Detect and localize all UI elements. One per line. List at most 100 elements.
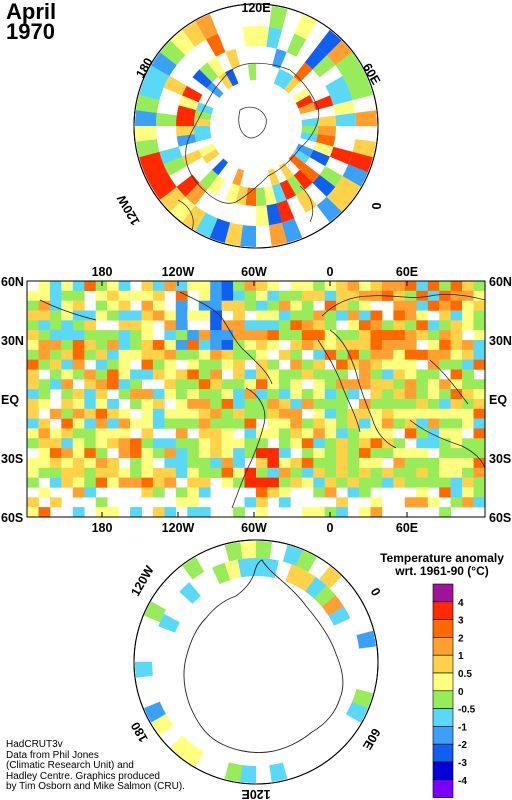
global-cell: [164, 438, 177, 449]
global-cell: [301, 320, 314, 331]
global-cell: [95, 281, 108, 292]
global-cell: [381, 379, 394, 390]
global-cell: [381, 399, 394, 410]
global-cell: [152, 507, 165, 518]
north-cell: [192, 69, 213, 89]
global-cell: [359, 487, 371, 498]
global-cell: [313, 330, 326, 341]
global-cell: [267, 389, 280, 400]
global-cell: [187, 438, 200, 449]
south-cell: [346, 701, 368, 723]
global-cell: [450, 448, 463, 459]
global-cell: [267, 300, 280, 311]
global-cell: [61, 320, 74, 331]
north-cell: [286, 33, 307, 57]
north-cell: [207, 175, 225, 196]
global-cell: [416, 320, 429, 331]
global-cell: [118, 408, 131, 419]
global-cell: [107, 477, 119, 488]
global-cell: [49, 369, 62, 380]
global-cell: [393, 457, 406, 468]
global-cell: [256, 438, 268, 449]
x-label-top-60e: 60E: [396, 265, 418, 279]
global-cell: [72, 438, 85, 449]
north-cell: [304, 46, 327, 70]
global-cell: [278, 369, 291, 380]
global-cell: [221, 290, 234, 301]
north-cell: [195, 14, 218, 40]
global-cell: [324, 369, 337, 380]
global-cell: [267, 340, 280, 351]
global-cell: [359, 438, 371, 449]
global-cell: [61, 340, 74, 351]
north-cell: [299, 163, 320, 183]
global-cell: [175, 281, 188, 292]
north-cell: [207, 56, 226, 77]
global-cell: [336, 340, 348, 351]
north-cell: [176, 174, 200, 197]
global-cell: [210, 290, 222, 301]
global-cell: [256, 477, 268, 488]
global-cell: [370, 389, 383, 400]
global-cell: [152, 281, 165, 292]
y-label-left-60n: 60N: [1, 275, 24, 289]
global-cell: [290, 418, 303, 429]
global-cell: [370, 399, 383, 410]
global-cell: [301, 369, 314, 380]
global-cell: [187, 349, 200, 360]
global-cell: [221, 320, 234, 331]
global-cell: [141, 477, 154, 488]
legend-swatch: [432, 672, 454, 692]
global-cell: [72, 399, 85, 410]
global-cell: [278, 467, 291, 478]
north-cell: [329, 87, 353, 106]
global-cell: [164, 389, 177, 400]
global-cell: [72, 428, 85, 439]
global-cell: [175, 379, 188, 390]
north-cell: [355, 110, 378, 127]
south-cell: [224, 559, 242, 580]
global-cell: [49, 448, 62, 459]
global-cell: [290, 320, 303, 331]
global-cell: [359, 349, 371, 360]
north-cell: [281, 218, 303, 243]
global-cell: [187, 448, 200, 459]
global-cell: [336, 349, 348, 360]
global-cell: [107, 418, 119, 429]
global-cell: [256, 379, 268, 390]
global-cell: [187, 418, 200, 429]
north-cell: [232, 168, 245, 186]
global-cell: [404, 408, 417, 419]
legend-tick-labels: 4 3 2 1 0.5 0 -0.5 -1 -2 -3 -4: [458, 598, 476, 787]
global-cell: [439, 310, 451, 321]
global-cell: [359, 507, 371, 518]
global-cell: [38, 320, 51, 331]
credit-line4: Hadley Centre. Graphics produced: [6, 770, 160, 782]
global-cell: [404, 399, 417, 410]
global-cell: [130, 330, 142, 341]
global-cell: [95, 448, 108, 459]
global-cell: [370, 467, 383, 478]
global-cell: [244, 399, 257, 410]
south-cell: [224, 762, 243, 782]
global-cell: [301, 418, 314, 429]
north-cell: [199, 62, 219, 83]
north-cell: [135, 110, 157, 126]
global-cell: [416, 300, 429, 311]
global-cell: [198, 457, 211, 468]
global-cell: [359, 477, 371, 488]
global-cell: [221, 477, 234, 488]
global-cell: [370, 340, 383, 351]
global-cell: [324, 477, 337, 488]
global-cell: [256, 349, 268, 360]
global-cell: [370, 457, 383, 468]
global-cell: [370, 507, 383, 518]
legend-tick-label: -4: [458, 776, 467, 787]
global-cell: [38, 359, 51, 370]
global-cell: [267, 359, 280, 370]
north-cell: [266, 203, 282, 226]
global-ticks: [101, 281, 408, 517]
global-cell: [130, 467, 142, 478]
global-cell: [370, 428, 383, 439]
global-cell: [427, 340, 440, 351]
